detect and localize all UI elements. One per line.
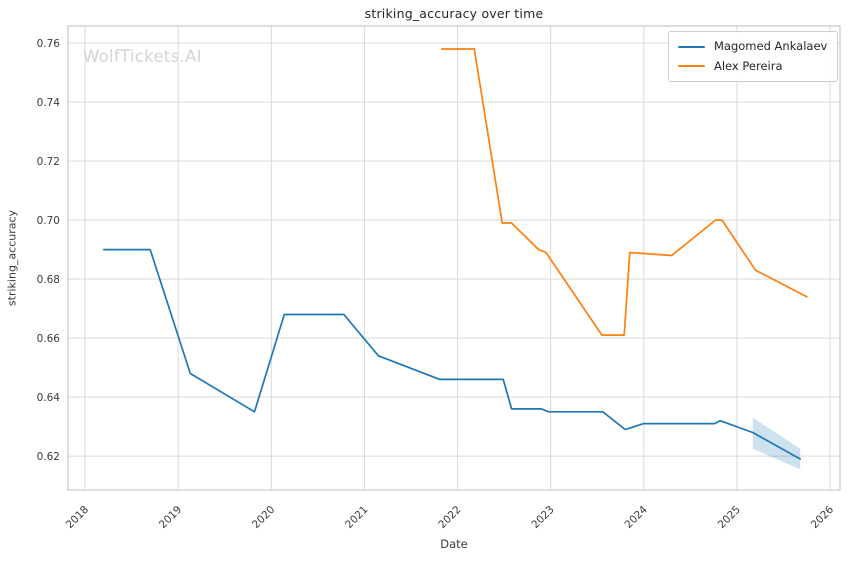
y-tick-label: 0.68 (37, 274, 60, 286)
chart-title: striking_accuracy over time (364, 6, 544, 21)
legend-entry-ankalaev: Magomed Ankalaev (678, 39, 828, 53)
x-tick-label: 2026 (809, 503, 837, 531)
series-line-pereira (440, 48, 808, 336)
x-axis-label: Date (440, 537, 468, 551)
legend-swatch-pereira-line-icon (678, 65, 705, 68)
legend-label-pereira: Alex Pereira (714, 58, 783, 73)
x-tick-label: 2020 (250, 504, 277, 531)
legend-swatch-ankalaev-line-icon (678, 45, 705, 48)
forecast-band (752, 417, 801, 470)
watermark: WolfTickets.AI (83, 47, 202, 66)
y-tick-label: 0.70 (37, 215, 60, 227)
x-tick-label: 2021 (343, 504, 370, 531)
plot-border (67, 25, 841, 491)
y-tick-label: 0.66 (37, 333, 61, 345)
x-tick-label: 2022 (436, 504, 463, 531)
x-tick-label: 2019 (157, 504, 184, 531)
series-line-ankalaev (102, 248, 802, 460)
x-tick-label: 2025 (716, 504, 743, 531)
x-tick-label: 2023 (529, 504, 556, 531)
x-tick-label: 2024 (623, 503, 651, 531)
legend: Magomed Ankalaev Alex Pereira (668, 31, 838, 82)
legend-label-ankalaev: Magomed Ankalaev (714, 39, 828, 53)
y-tick-label: 0.72 (37, 156, 60, 168)
y-axis-label: striking_accuracy (5, 209, 19, 307)
y-tick-label: 0.62 (37, 451, 60, 463)
y-tick-label: 0.76 (37, 38, 61, 50)
x-tick-label: 2018 (64, 504, 91, 531)
legend-entry-pereira: Alex Pereira (678, 58, 828, 73)
y-tick-label: 0.74 (37, 97, 61, 109)
y-tick-label: 0.64 (37, 392, 61, 404)
